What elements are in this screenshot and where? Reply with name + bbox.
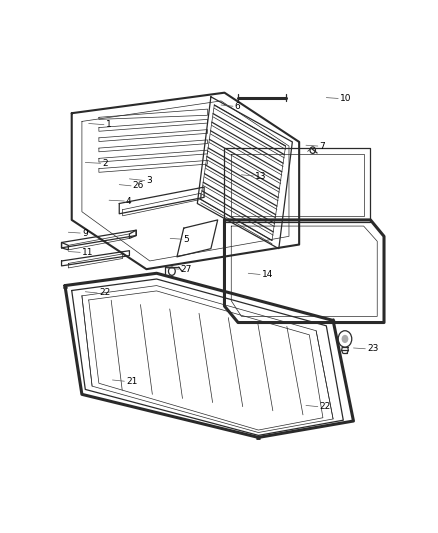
Text: 7: 7 [320,142,325,150]
Text: 23: 23 [367,344,378,353]
Text: 10: 10 [340,94,351,103]
Text: 22: 22 [320,402,331,411]
Text: 22: 22 [99,288,110,297]
Text: 1: 1 [106,120,111,129]
Text: 5: 5 [184,235,190,244]
Text: 21: 21 [126,377,138,386]
Text: 4: 4 [126,197,132,206]
Text: 6: 6 [235,102,240,111]
Text: 27: 27 [180,265,192,273]
Circle shape [342,335,348,343]
Text: 9: 9 [82,229,88,238]
Text: 13: 13 [255,172,267,181]
Text: 14: 14 [262,270,273,279]
Text: 3: 3 [146,176,152,185]
Text: 2: 2 [102,159,108,168]
Text: 11: 11 [82,248,93,257]
Text: 26: 26 [133,181,144,190]
